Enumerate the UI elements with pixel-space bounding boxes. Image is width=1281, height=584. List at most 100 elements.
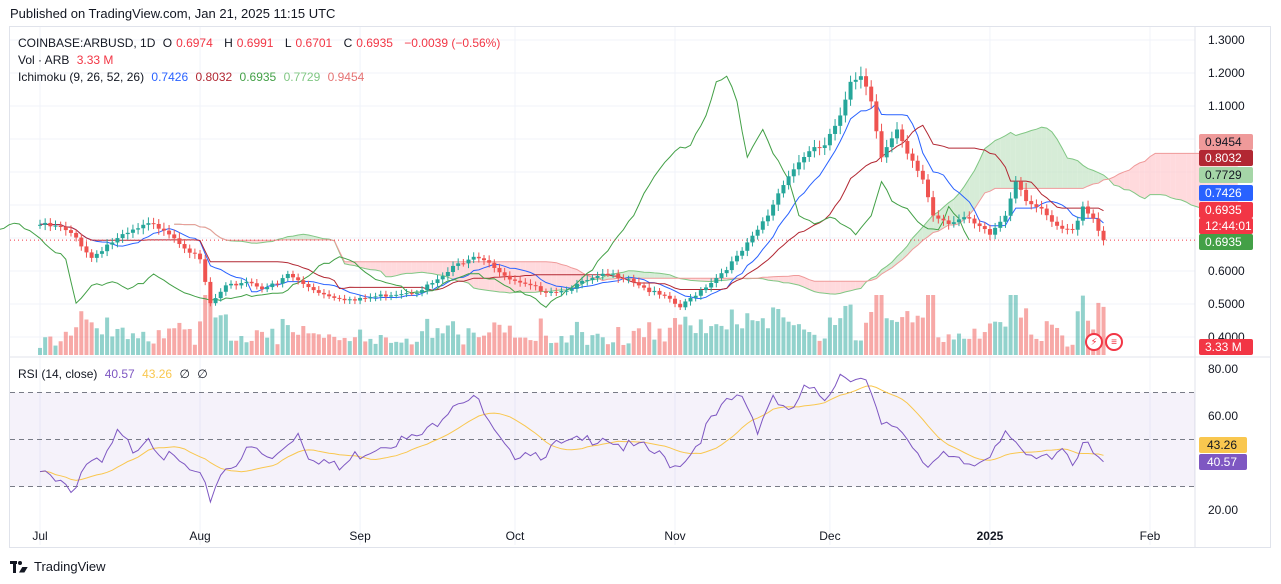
volume-bar [208, 295, 213, 355]
volume-bar [301, 326, 306, 355]
volume-bar [482, 335, 486, 355]
cloud-segment [1026, 130, 1032, 189]
time-tick-label: Nov [664, 529, 685, 543]
volume-bar [203, 295, 208, 355]
volume-bar [1075, 311, 1080, 355]
cloud-segment [638, 271, 645, 279]
tradingview-brand[interactable]: TradingView [10, 559, 106, 574]
us-flag-icon[interactable]: ≡ [1105, 333, 1123, 351]
volume-bar [709, 326, 714, 355]
price-badge [1199, 185, 1253, 201]
volume-bar [1044, 321, 1049, 355]
volume-bar [977, 338, 982, 355]
time-tick-label: Sep [349, 529, 371, 543]
rsi-legend[interactable]: RSI (14, close) 40.57 43.26 ∅ ∅ [18, 367, 212, 381]
rsi-badge-label: 43.26 [1207, 438, 1237, 452]
volume-bar [234, 340, 239, 355]
volume-bar [941, 341, 946, 355]
symbol-label[interactable]: COINBASE:ARBUSD, 1D [18, 36, 156, 50]
price-badge-label: 0.7729 [1205, 168, 1242, 182]
volume-bar [1034, 338, 1039, 355]
event-icons[interactable]: ⚡ ≡ [1085, 333, 1123, 351]
candle-body [879, 131, 884, 158]
volume-bar [389, 342, 394, 355]
candlesticks [38, 66, 1106, 311]
candle-body [187, 248, 192, 253]
candle-body [822, 145, 827, 149]
candle-body [812, 147, 817, 152]
volume-bar [734, 324, 739, 355]
candle-body [673, 298, 678, 304]
candle-body [487, 260, 492, 263]
volume-bar [951, 339, 956, 355]
candle-body [280, 278, 285, 284]
candle-body [900, 129, 905, 142]
ichimoku-legend[interactable]: Ichimoku (9, 26, 52, 26) 0.7426 0.8032 0… [18, 70, 368, 84]
cloud-segment [484, 261, 490, 291]
candle-body [120, 234, 125, 239]
candle-body [523, 282, 528, 284]
volume-bar [94, 328, 99, 355]
volume-bar [425, 318, 430, 355]
volume-bar [79, 311, 84, 355]
candle-body [667, 295, 672, 299]
candle-body [951, 222, 956, 224]
volume-bar [673, 318, 678, 355]
volume-bar [239, 336, 244, 355]
candle-body [755, 229, 760, 236]
volume-bar [99, 334, 104, 355]
volume-bar [378, 335, 383, 355]
candle-body [698, 290, 703, 296]
candle-body [1049, 215, 1054, 222]
candle-body [621, 278, 626, 280]
cloud-segment [928, 214, 934, 237]
rsi-icon-2[interactable]: ∅ [197, 367, 208, 381]
volume-bar [616, 327, 621, 355]
candle-body [626, 278, 631, 280]
volume-bar [275, 344, 280, 355]
candle-body [368, 297, 373, 299]
candle-body [833, 125, 838, 134]
cloud-segment [1000, 135, 1006, 189]
candle-body [482, 258, 486, 261]
cloud-segment [1119, 171, 1125, 190]
chart-frame[interactable] [9, 26, 1271, 548]
dividend-icon[interactable]: ⚡ [1085, 333, 1103, 351]
volume-bar [1096, 302, 1101, 355]
volume-bar [972, 328, 977, 355]
volume-bar [337, 340, 342, 355]
volume-bar [956, 333, 961, 355]
symbol-legend[interactable]: COINBASE:ARBUSD, 1D O 0.6974 H 0.6991 L 0.6… [18, 36, 504, 50]
candle-body [316, 290, 321, 293]
candle-body [1029, 201, 1034, 205]
volume-bar [456, 334, 461, 355]
volume-bar [864, 322, 869, 355]
cloud-segment [644, 272, 650, 279]
cloud-segment [1113, 173, 1120, 187]
volume-bar [910, 322, 915, 355]
candle-body [203, 259, 208, 282]
candle-body [1039, 206, 1044, 209]
cloud-segment [1144, 156, 1150, 199]
volume-bar [962, 338, 967, 355]
volume-bar [156, 330, 161, 355]
candle-body [1091, 213, 1096, 219]
rsi-icon-1[interactable]: ∅ [179, 367, 190, 381]
volume-legend[interactable]: Vol · ARB 3.33 M [18, 53, 117, 67]
volume-bar [120, 327, 125, 355]
candle-body [657, 290, 662, 295]
cloud-segment [623, 270, 629, 279]
volume-bar [683, 316, 688, 355]
cloud-segment [251, 240, 257, 244]
candle-body [807, 151, 812, 158]
candle-body [1055, 221, 1060, 226]
cloud-segment [385, 261, 392, 277]
base-line [39, 124, 1104, 291]
volume-bar [327, 334, 332, 355]
rsi-badge-label: 40.57 [1207, 455, 1237, 469]
candle-body [136, 228, 141, 230]
volume-bar [574, 321, 579, 355]
cloud-segment [561, 264, 567, 291]
candle-body [926, 179, 930, 198]
